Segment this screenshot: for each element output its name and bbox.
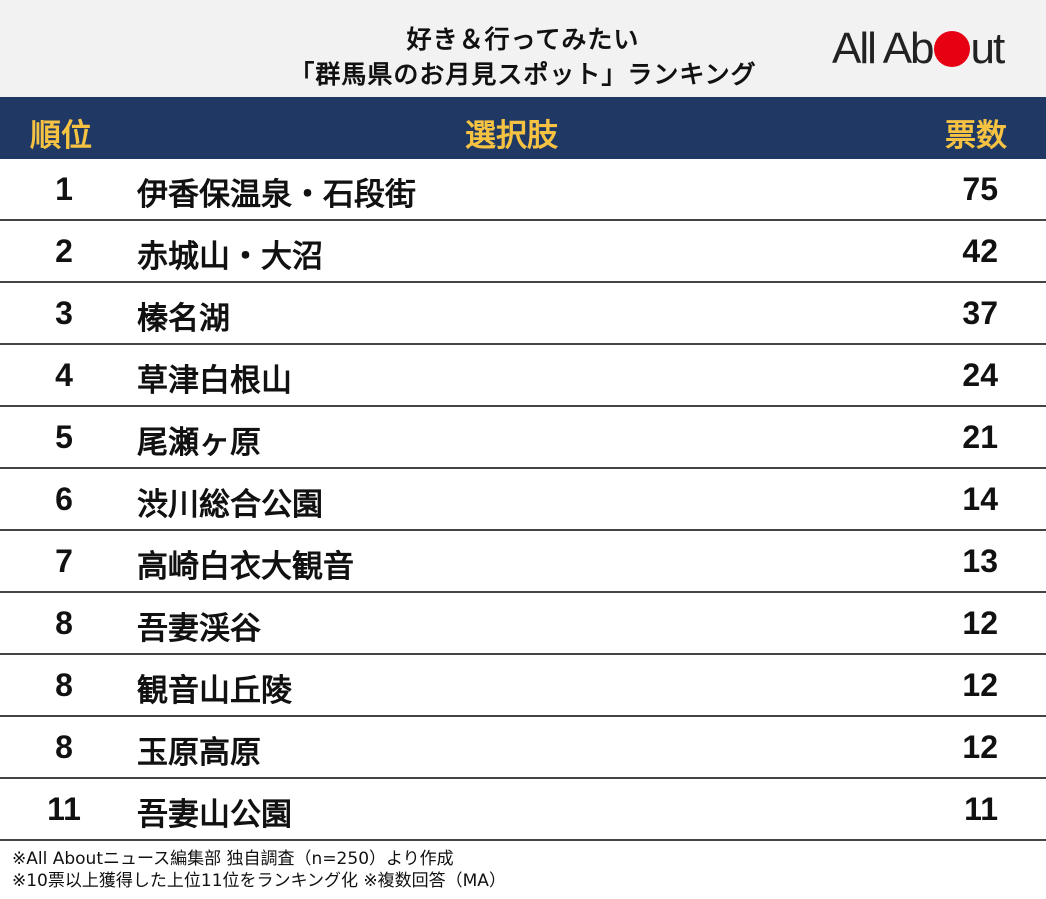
row-name: 草津白根山 bbox=[137, 363, 292, 399]
table-row: 11 吾妻山公園 11 bbox=[0, 779, 1046, 841]
row-votes: 24 bbox=[962, 357, 998, 393]
allabout-logo: All Ab ut bbox=[832, 24, 1006, 74]
row-name: 伊香保温泉・石段街 bbox=[137, 177, 416, 213]
row-rank: 6 bbox=[55, 481, 73, 517]
table-row: 7 高崎白衣大観音 13 bbox=[0, 531, 1046, 593]
table-row: 4 草津白根山 24 bbox=[0, 345, 1046, 407]
table-header: 順位 選択肢 票数 bbox=[0, 97, 1046, 159]
row-votes: 37 bbox=[962, 295, 998, 331]
row-name: 尾瀬ヶ原 bbox=[137, 425, 261, 461]
logo-text-start: All Ab bbox=[832, 24, 935, 73]
row-votes: 42 bbox=[962, 233, 998, 269]
title-line-1: 好き＆行ってみたい bbox=[406, 25, 640, 54]
row-votes: 12 bbox=[962, 729, 998, 765]
row-rank: 4 bbox=[55, 357, 73, 393]
ranking-table-body: 1 伊香保温泉・石段街 75 2 赤城山・大沼 42 3 榛名湖 37 4 草津白根山 24 5 尾瀬ヶ原… bbox=[0, 159, 1046, 841]
row-rank: 8 bbox=[55, 605, 73, 641]
row-name: 榛名湖 bbox=[137, 301, 230, 337]
logo-red-dot-icon bbox=[933, 31, 970, 67]
header-rank: 順位 bbox=[30, 118, 92, 154]
row-votes: 11 bbox=[964, 791, 998, 827]
table-row: 8 玉原高原 12 bbox=[0, 717, 1046, 779]
title-line-2: 「群馬県のお月見スポット」ランキング bbox=[289, 60, 757, 89]
footnotes: ※All Aboutニュース編集部 独自調査（n=250）より作成 ※10票以上… bbox=[12, 848, 506, 892]
row-name: 観音山丘陵 bbox=[137, 673, 292, 709]
table-row: 8 吾妻渓谷 12 bbox=[0, 593, 1046, 655]
table-row: 8 観音山丘陵 12 bbox=[0, 655, 1046, 717]
row-rank: 3 bbox=[55, 295, 73, 331]
row-votes: 14 bbox=[962, 481, 998, 517]
row-name: 渋川総合公園 bbox=[137, 487, 323, 523]
footnote-line-1: ※All Aboutニュース編集部 独自調査（n=250）より作成 bbox=[12, 849, 454, 869]
table-row: 1 伊香保温泉・石段街 75 bbox=[0, 159, 1046, 221]
row-votes: 75 bbox=[962, 171, 998, 207]
header-choice: 選択肢 bbox=[465, 118, 558, 154]
table-row: 3 榛名湖 37 bbox=[0, 283, 1046, 345]
row-name: 高崎白衣大観音 bbox=[137, 549, 354, 585]
row-rank: 7 bbox=[55, 543, 73, 579]
table-row: 2 赤城山・大沼 42 bbox=[0, 221, 1046, 283]
row-rank: 2 bbox=[55, 233, 73, 269]
row-name: 赤城山・大沼 bbox=[137, 239, 323, 275]
row-votes: 13 bbox=[962, 543, 998, 579]
row-name: 吾妻山公園 bbox=[137, 797, 292, 833]
row-rank: 8 bbox=[55, 729, 73, 765]
table-row: 5 尾瀬ヶ原 21 bbox=[0, 407, 1046, 469]
row-name: 吾妻渓谷 bbox=[137, 611, 261, 647]
row-votes: 12 bbox=[962, 605, 998, 641]
row-rank: 11 bbox=[47, 791, 81, 827]
row-rank: 1 bbox=[55, 171, 73, 207]
table-row: 6 渋川総合公園 14 bbox=[0, 469, 1046, 531]
row-rank: 5 bbox=[55, 419, 73, 455]
row-rank: 8 bbox=[55, 667, 73, 703]
header-votes: 票数 bbox=[945, 118, 1007, 154]
row-name: 玉原高原 bbox=[137, 735, 261, 771]
logo-text-end: ut bbox=[970, 24, 1006, 73]
row-votes: 21 bbox=[962, 419, 998, 455]
row-votes: 12 bbox=[962, 667, 998, 703]
title-area: 好き＆行ってみたい 「群馬県のお月見スポット」ランキング All Ab ut bbox=[0, 0, 1046, 97]
footnote-line-2: ※10票以上獲得した上位11位をランキング化 ※複数回答（MA） bbox=[12, 871, 506, 891]
